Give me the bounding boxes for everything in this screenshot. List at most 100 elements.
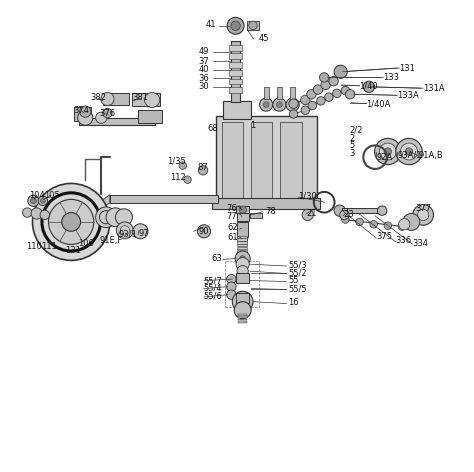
Text: 2/2: 2/2 [349,126,363,135]
Circle shape [329,76,338,86]
Text: 92A: 92A [376,152,392,162]
Text: 93/1: 93/1 [118,229,137,238]
Bar [110,195,218,203]
Circle shape [197,225,210,238]
Circle shape [405,148,413,155]
Circle shape [239,206,246,213]
Circle shape [133,224,148,239]
Text: 376: 376 [100,109,116,118]
Bar [237,244,247,246]
Circle shape [319,73,329,82]
Bar [247,21,259,30]
Bar [236,206,249,213]
Circle shape [23,208,32,217]
Circle shape [62,212,81,231]
Text: 36: 36 [198,74,209,83]
Text: 41: 41 [205,20,216,29]
Circle shape [234,302,251,319]
Text: 77: 77 [226,212,237,221]
Text: 49: 49 [198,47,209,56]
Bar [250,212,262,218]
Text: 131A: 131A [423,84,445,93]
Text: 91E,F: 91E,F [100,236,123,245]
Text: 131: 131 [400,64,415,73]
Circle shape [38,196,47,205]
Text: 105: 105 [44,191,60,200]
Text: 55: 55 [288,276,299,285]
Text: 336: 336 [395,236,411,245]
Text: 104: 104 [29,191,45,200]
Text: 40: 40 [198,66,209,75]
Text: 382: 382 [90,93,106,102]
Circle shape [289,99,298,109]
Text: 55/3: 55/3 [288,261,307,270]
Bar [79,118,155,125]
Text: 93A/1: 93A/1 [397,151,422,160]
Circle shape [31,198,36,203]
Circle shape [277,102,282,108]
Bar [229,53,242,59]
Bar [238,319,247,320]
Circle shape [377,206,387,215]
Circle shape [384,222,392,229]
Circle shape [264,102,269,108]
Bar [229,87,242,93]
Text: 63: 63 [211,254,222,263]
Text: 133: 133 [383,73,399,82]
Circle shape [260,98,273,111]
Bar [216,117,317,203]
Bar [340,208,382,213]
Text: 55/2: 55/2 [288,268,307,277]
Circle shape [289,110,298,118]
Bar [237,247,247,249]
Text: 2: 2 [349,134,355,143]
Text: 76: 76 [226,204,237,213]
Bar [251,122,273,199]
Bar [236,293,249,303]
Circle shape [117,222,133,239]
Circle shape [325,93,333,101]
Text: 55/7: 55/7 [203,276,222,285]
Circle shape [308,101,317,110]
Circle shape [232,291,253,312]
Circle shape [321,80,330,90]
Bar [132,93,160,106]
Bar [212,198,320,209]
Circle shape [286,98,299,111]
Circle shape [103,109,112,118]
Circle shape [334,65,347,78]
Circle shape [40,210,49,219]
Circle shape [398,223,406,230]
Text: 133A: 133A [397,91,419,100]
Bar [229,79,242,84]
Text: 61: 61 [228,233,238,243]
Text: 1/35: 1/35 [167,156,186,165]
Circle shape [100,211,113,224]
Bar [222,122,243,199]
Circle shape [418,209,429,220]
Circle shape [106,208,125,227]
Circle shape [413,204,434,225]
Bar [231,41,240,102]
Bar [236,273,249,283]
Text: 1/30: 1/30 [298,192,317,201]
Circle shape [236,258,249,271]
Circle shape [307,90,316,99]
Text: 131: 131 [65,245,81,254]
Text: 375: 375 [376,232,392,242]
Circle shape [80,106,91,117]
Bar [229,45,242,51]
Bar [237,222,248,237]
Circle shape [96,112,107,123]
Circle shape [33,184,110,261]
Text: 1/40A: 1/40A [366,99,391,108]
Text: 110: 110 [26,242,42,251]
Bar [74,107,91,121]
Circle shape [370,220,377,228]
Circle shape [342,216,349,223]
Bar [264,87,269,99]
Text: 112: 112 [170,173,186,182]
Circle shape [78,110,93,125]
Circle shape [227,290,236,299]
Circle shape [356,218,363,226]
